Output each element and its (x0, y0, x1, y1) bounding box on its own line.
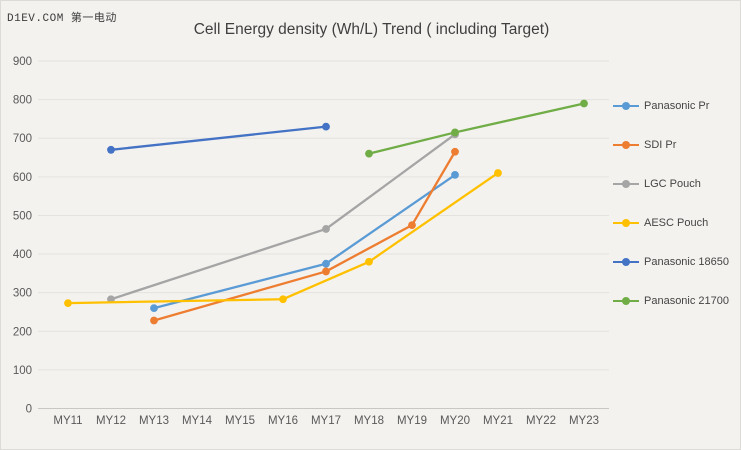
series-line-panasonic-18650 (109, 125, 328, 151)
y-tick-label: 500 (13, 210, 32, 222)
series-line-panasonic-21700 (367, 102, 586, 155)
series-marker-sdi-pr (451, 147, 459, 156)
legend-marker-icon (613, 101, 639, 110)
x-tick-label: MY14 (182, 415, 213, 427)
legend-label: Panasonic 21700 (644, 294, 730, 307)
legend-label: LGC Pouch (644, 177, 701, 190)
legend-item-lgc-pouch: LGC Pouch (613, 164, 729, 203)
series-marker-aesc-pouch (64, 299, 72, 307)
series-line-panasonic-pr (152, 173, 457, 310)
x-tick-label: MY11 (53, 415, 82, 427)
series-marker-panasonic-pr (322, 259, 330, 268)
series-marker-sdi-pr (408, 221, 416, 229)
x-tick-label: MY15 (225, 415, 255, 427)
y-tick-label: 600 (13, 172, 32, 184)
y-tick-label: 100 (13, 365, 32, 377)
legend-marker-icon (613, 257, 639, 266)
legend-marker-icon (613, 140, 639, 149)
x-tick-label: MY21 (483, 415, 513, 427)
x-tick-label: MY18 (354, 415, 384, 427)
legend-label: SDI Pr (644, 138, 677, 151)
x-tick-label: MY23 (569, 415, 599, 427)
x-tick-label: MY17 (311, 415, 341, 427)
legend-item-aesc-pouch: AESC Pouch (613, 203, 729, 242)
x-tick-label: MY12 (96, 415, 126, 427)
watermark: D1EV.COM 第一电动 (7, 13, 117, 25)
y-tick-label: 300 (13, 288, 32, 300)
y-tick-label: 0 (26, 404, 32, 416)
legend-item-sdi-pr: SDI Pr (613, 125, 729, 164)
y-tick-label: 800 (13, 95, 32, 107)
legend-label: Panasonic Pr (644, 99, 710, 112)
series-marker-sdi-pr (322, 267, 330, 276)
series-marker-panasonic-21700 (580, 99, 588, 108)
series-marker-panasonic-21700 (451, 128, 459, 137)
y-tick-label: 700 (13, 133, 32, 145)
x-tick-label: MY13 (139, 415, 169, 427)
x-tick-label: MY20 (440, 415, 470, 427)
legend-marker-icon (613, 296, 639, 305)
chart-title: Cell Energy density (Wh/L) Trend ( inclu… (193, 21, 550, 38)
series-marker-panasonic-18650 (322, 122, 330, 131)
chart-legend: Panasonic Pr SDI Pr LGC Pouch AESC Pouch Pan… (613, 86, 729, 320)
legend-item-panasonic-pr: Panasonic Pr (613, 86, 729, 125)
series-marker-panasonic-pr (150, 304, 158, 313)
y-tick-label: 400 (13, 249, 32, 261)
x-tick-label: MY19 (397, 415, 427, 427)
series-marker-lgc-pouch (322, 225, 330, 233)
legend-item-panasonic-21700: Panasonic 21700 (613, 281, 729, 320)
series-line-sdi-pr (152, 150, 457, 322)
legend-label: AESC Pouch (644, 216, 709, 229)
series-marker-sdi-pr (150, 316, 158, 325)
series-marker-panasonic-21700 (365, 149, 373, 158)
series-marker-aesc-pouch (494, 169, 502, 177)
y-tick-label: 200 (13, 326, 32, 338)
y-tick-label: 900 (13, 56, 32, 68)
series-marker-panasonic-18650 (107, 145, 115, 154)
legend-item-panasonic-18650: Panasonic 18650 (613, 242, 729, 281)
legend-label: Panasonic 18650 (644, 255, 730, 268)
series-line-aesc-pouch (66, 171, 500, 305)
x-tick-label: MY22 (526, 415, 556, 427)
series-marker-panasonic-pr (451, 171, 459, 179)
legend-marker-icon (613, 218, 639, 227)
x-tick-label: MY16 (268, 415, 298, 427)
series-marker-aesc-pouch (279, 295, 287, 304)
series-marker-aesc-pouch (365, 257, 373, 266)
legend-marker-icon (613, 179, 639, 188)
